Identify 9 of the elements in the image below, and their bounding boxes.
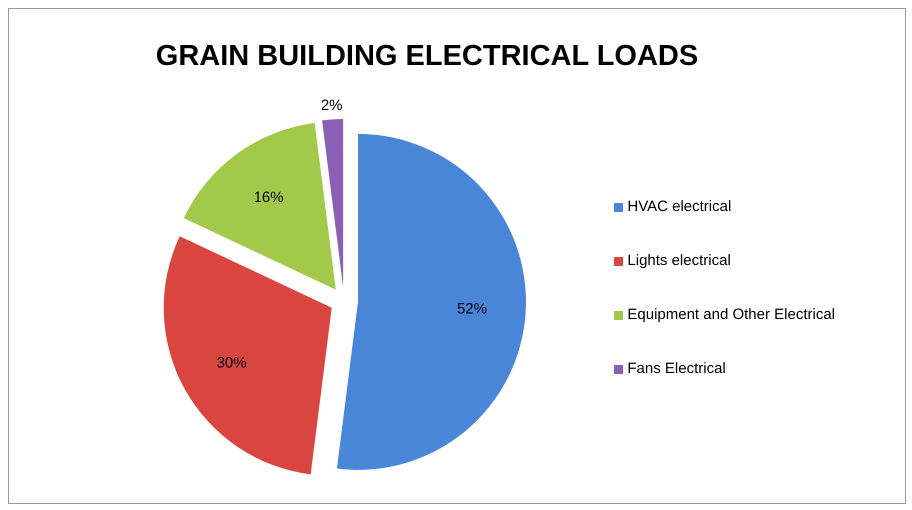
- data-label: 30%: [216, 354, 247, 372]
- legend-label: Fans Electrical: [627, 360, 726, 377]
- data-label: 16%: [254, 188, 284, 206]
- data-label: 2%: [320, 96, 343, 114]
- legend-label: HVAC electrical: [627, 198, 732, 215]
- data-label: 52%: [456, 300, 488, 318]
- legend-label: Lights electrical: [627, 252, 731, 269]
- legend-label: Equipment and Other Electrical: [627, 306, 835, 323]
- chart-title: GRAIN BUILDING ELECTRICAL LOADS: [156, 40, 698, 73]
